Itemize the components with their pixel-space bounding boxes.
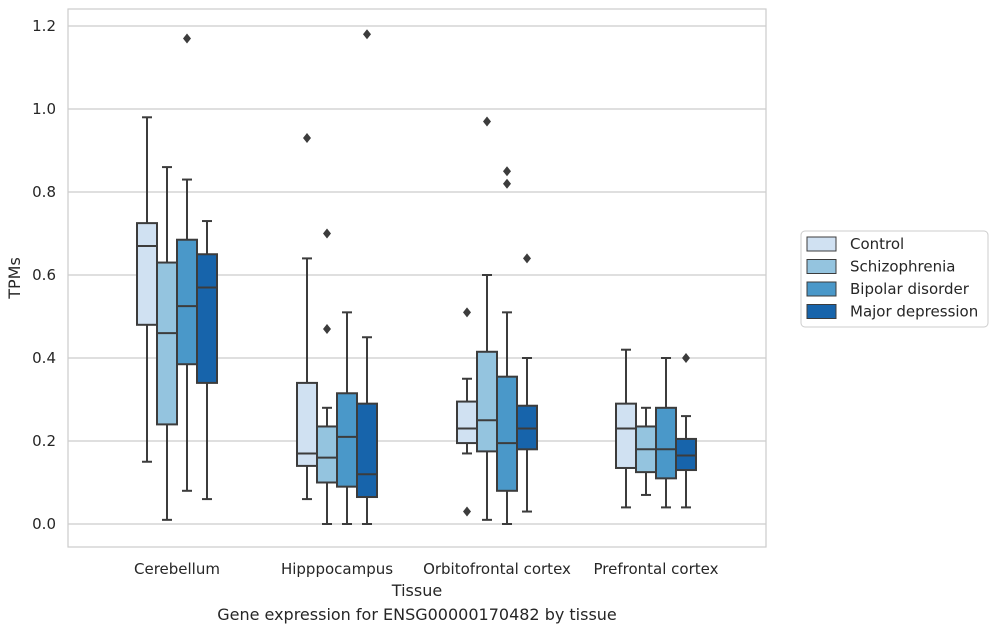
box-iqr [316, 425, 338, 484]
outlier-point [503, 166, 511, 177]
outlier-point [523, 253, 531, 264]
box-schizophrenia [635, 406, 657, 496]
box-iqr [156, 261, 178, 426]
box-iqr [196, 253, 218, 384]
box-major-depression [356, 29, 378, 525]
y-tick-label: 0.4 [32, 349, 56, 367]
y-axis-ticks: 0.0 0.2 0.4 0.6 0.8 1.0 1.2 [32, 17, 56, 533]
box-iqr [516, 404, 538, 451]
box-schizophrenia [156, 166, 178, 521]
legend: Control Schizophrenia Bipolar disorder Majo… [800, 230, 989, 328]
legend-swatch [806, 281, 837, 297]
outlier-point [483, 116, 491, 127]
legend-swatch [806, 236, 837, 252]
box-bipolar-disorder [176, 33, 198, 492]
box-control [136, 116, 158, 463]
box-iqr [336, 392, 358, 488]
box-iqr [655, 406, 677, 480]
box-iqr [296, 381, 318, 467]
outlier-point [463, 307, 471, 318]
box-major-depression [675, 353, 697, 509]
x-tick-label: Cerebellum [134, 560, 220, 578]
legend-label: Control [850, 235, 904, 253]
x-tick-label: Orbitofrontal cortex [423, 560, 571, 578]
legend-label: Major depression [850, 303, 978, 321]
x-axis-ticks: Cerebellum Hipppocampus Orbitofrontal cort… [134, 560, 719, 578]
box-iqr [456, 400, 478, 445]
x-axis-label: Tissue [391, 581, 442, 600]
legend-swatch [806, 259, 837, 274]
box-major-depression [196, 220, 218, 501]
box-control [615, 348, 637, 509]
box-schizophrenia [476, 116, 498, 521]
box-control [296, 133, 318, 501]
outlier-point [303, 133, 311, 144]
box-iqr [356, 402, 378, 499]
box-iqr [136, 222, 158, 326]
outlier-point [183, 33, 191, 44]
box-bipolar-disorder [496, 166, 518, 525]
box-iqr [476, 350, 498, 453]
y-tick-label: 0.0 [32, 515, 56, 533]
y-tick-label: 1.0 [32, 100, 56, 118]
y-tick-label: 0.6 [32, 266, 56, 284]
box-major-depression [516, 253, 538, 513]
legend-swatch [806, 304, 837, 319]
y-tick-label: 0.2 [32, 432, 56, 450]
box-iqr [176, 238, 198, 366]
box-iqr [496, 375, 518, 492]
plot-frame [67, 8, 767, 548]
y-axis-label: TPMs [5, 257, 24, 300]
legend-label: Bipolar disorder [850, 280, 970, 298]
box-schizophrenia [316, 228, 338, 525]
y-tick-label: 0.8 [32, 183, 56, 201]
box-bipolar-disorder [336, 311, 358, 525]
box-groups [136, 29, 697, 525]
box-iqr [615, 402, 637, 469]
outlier-point [323, 228, 331, 239]
box-plot-chart: 0.0 0.2 0.4 0.6 0.8 1.0 1.2 Cerebellum Hipppoca… [5, 8, 989, 600]
outlier-point [682, 353, 690, 363]
box-bipolar-disorder [655, 357, 677, 509]
legend-frame [800, 230, 989, 328]
x-tick-label: Hipppocampus [281, 560, 393, 578]
y-tick-label: 1.2 [32, 17, 56, 35]
figure-caption: Gene expression for ENSG00000170482 by t… [217, 605, 617, 624]
outlier-point [463, 506, 471, 517]
box-control [456, 307, 478, 517]
outlier-point [503, 178, 511, 189]
x-tick-label: Prefrontal cortex [594, 560, 719, 578]
outlier-point [323, 323, 331, 334]
outlier-point [363, 29, 371, 40]
box-iqr [675, 437, 697, 472]
legend-label: Schizophrenia [850, 258, 955, 276]
